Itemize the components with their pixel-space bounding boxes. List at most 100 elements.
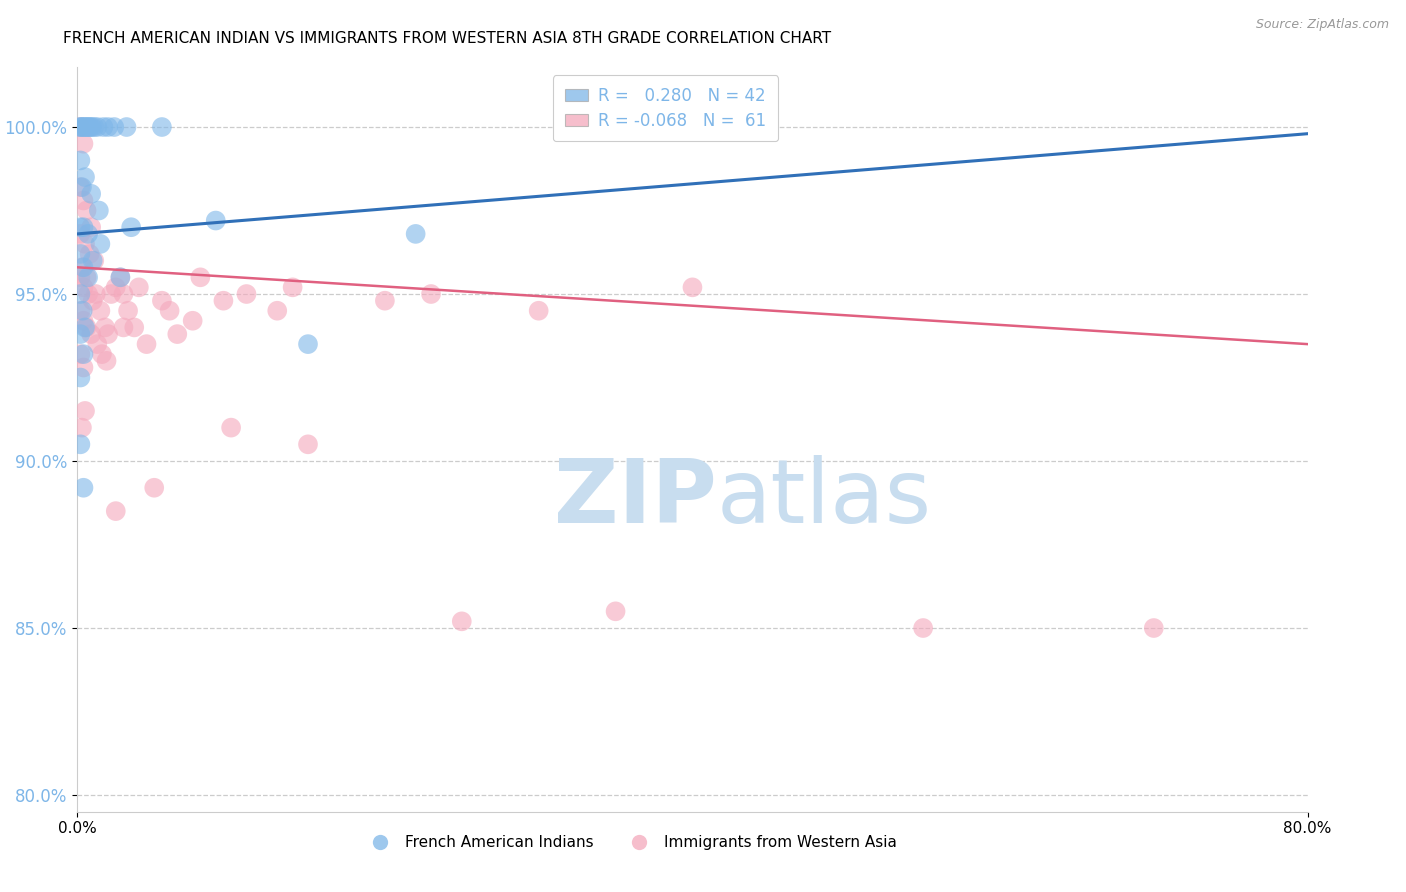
Point (80, 120, 103, 134)
Point (86, 120, 108, 134)
Point (89, 236, 111, 251)
Text: FRENCH AMERICAN INDIAN VS IMMIGRANTS FROM WESTERN ASIA 8TH GRADE CORRELATION CHA: FRENCH AMERICAN INDIAN VS IMMIGRANTS FRO… (63, 31, 831, 46)
Point (527, 303, 550, 318)
Point (110, 270, 132, 285)
Text: ZIP: ZIP (554, 456, 717, 542)
Point (110, 270, 132, 285)
Point (89, 303, 111, 318)
Point (100, 287, 122, 301)
Point (77, 227, 100, 241)
Point (69, 327, 91, 342)
Point (70, 260, 93, 275)
Point (75, 120, 97, 134)
Point (297, 437, 319, 451)
Point (69, 220, 91, 235)
Point (69, 370, 91, 384)
Point (72, 481, 94, 495)
Point (69, 120, 91, 134)
Point (90, 347, 114, 361)
Point (69, 437, 91, 451)
Point (266, 303, 288, 318)
Point (150, 120, 173, 134)
Point (143, 481, 166, 495)
Point (72, 194, 94, 208)
Point (104, 504, 127, 518)
Point (97, 327, 120, 342)
Point (405, 227, 427, 241)
Text: atlas: atlas (717, 456, 932, 542)
Point (72, 220, 94, 235)
Point (70, 120, 93, 134)
Point (69, 303, 91, 318)
Point (80, 327, 103, 342)
Point (103, 120, 125, 134)
Point (115, 120, 138, 134)
Point (86, 337, 108, 351)
Point (79, 247, 101, 261)
Point (374, 293, 396, 308)
Point (73, 404, 96, 418)
Point (682, 280, 704, 294)
Point (219, 420, 242, 434)
Point (84, 287, 107, 301)
Point (69, 153, 91, 168)
Point (73, 320, 96, 334)
Point (69, 270, 91, 285)
Point (181, 314, 204, 328)
Point (93, 120, 115, 134)
Point (73, 170, 96, 185)
Point (77, 270, 100, 285)
Point (69, 180, 91, 194)
Point (72, 280, 94, 294)
Point (420, 287, 443, 301)
Point (87, 203, 110, 218)
Point (94, 320, 117, 334)
Point (135, 337, 157, 351)
Point (72, 360, 94, 375)
Point (76, 203, 98, 218)
Point (82, 253, 104, 268)
Point (450, 615, 472, 629)
Point (77, 120, 100, 134)
Point (112, 320, 135, 334)
Point (120, 220, 142, 235)
Point (97, 120, 120, 134)
Point (72, 136, 94, 151)
Point (235, 287, 257, 301)
Point (83, 120, 105, 134)
Point (69, 227, 91, 241)
Point (72, 303, 94, 318)
Point (76, 120, 98, 134)
Point (70, 420, 93, 434)
Point (150, 293, 173, 308)
Point (711, 120, 734, 134)
Point (96, 354, 118, 368)
Point (297, 337, 319, 351)
Point (79, 120, 101, 134)
Point (70, 180, 93, 194)
Point (112, 287, 135, 301)
Point (1143, 621, 1166, 635)
Point (82, 293, 104, 308)
Point (72, 260, 94, 275)
Point (212, 293, 235, 308)
Point (77, 287, 100, 301)
Point (72, 314, 94, 328)
Point (72, 347, 94, 361)
Point (69, 287, 91, 301)
Point (73, 236, 96, 251)
Point (80, 186, 103, 201)
Point (76, 320, 98, 334)
Point (117, 303, 139, 318)
Point (104, 280, 127, 294)
Point (166, 327, 188, 342)
Point (281, 280, 304, 294)
Point (122, 320, 145, 334)
Point (128, 280, 150, 294)
Point (80, 220, 103, 235)
Point (72, 120, 94, 134)
Point (159, 303, 181, 318)
Point (73, 120, 96, 134)
Point (69, 347, 91, 361)
Legend: French American Indians, Immigrants from Western Asia: French American Indians, Immigrants from… (359, 829, 903, 856)
